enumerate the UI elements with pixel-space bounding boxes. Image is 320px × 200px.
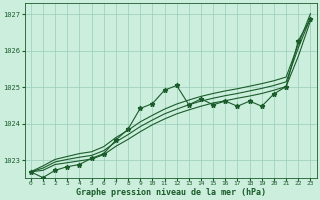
X-axis label: Graphe pression niveau de la mer (hPa): Graphe pression niveau de la mer (hPa): [76, 188, 266, 197]
